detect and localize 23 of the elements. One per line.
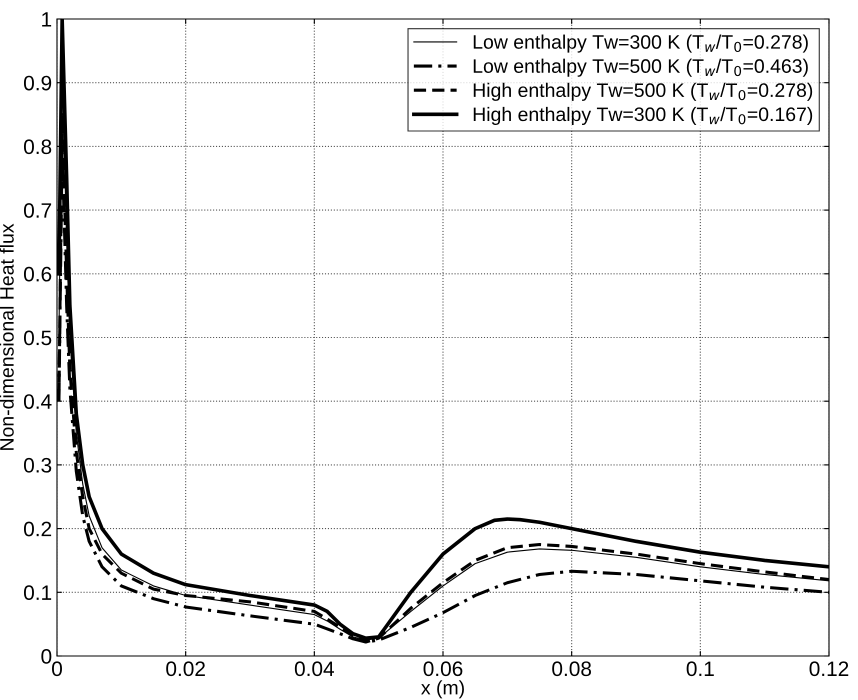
legend-label: Low enthalpy Tw=300 K (T$_{w}$/T$_{0}$=0.278) [474,34,808,53]
y-tick-label: 0.9 [24,76,52,90]
legend-label: High enthalpy Tw=500 K (T$_{w}$/T$_{0}$=0.278) [474,82,812,101]
y-tick-label: 0.4 [24,394,52,409]
legend-label: High enthalpy Tw=300 K (T$_{w}$/T$_{0}$=0.167) [474,106,812,126]
y-tick-label: 0.1 [24,585,52,600]
x-axis-title: x (m) [421,680,464,698]
x-tick-label: 0.06 [424,661,462,676]
y-tick-label: 0.2 [24,522,52,536]
y-tick-label: 0.3 [24,458,52,473]
x-tick-label: 0 [52,661,62,676]
x-tick-label: 0.02 [166,661,205,676]
y-tick-label: 1 [42,12,52,27]
y-tick-label: 0.6 [24,266,52,282]
x-tick-label: 0.12 [810,661,848,676]
y-tick-label: 0.8 [24,139,52,154]
y-tick-label: 0.5 [24,330,52,346]
x-tick-label: 0.04 [294,661,334,676]
y-tick-label: 0 [41,649,52,664]
y-tick-label: 0.7 [24,203,52,218]
x-tick-label: 0.1 [686,661,714,676]
legend-label: Low enthalpy Tw=500 K (T$_{w}$/T$_{0}$=0.463) [474,58,808,77]
x-tick-label: 0.08 [552,661,592,676]
